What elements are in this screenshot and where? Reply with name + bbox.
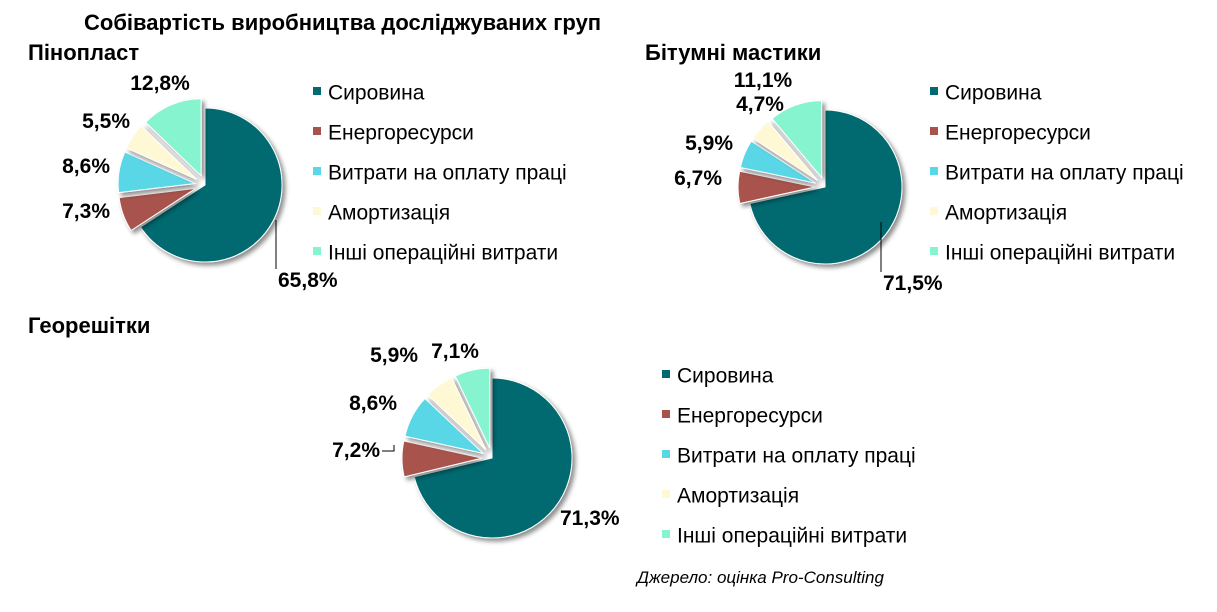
legend-swatch bbox=[313, 87, 321, 96]
data-label-labor: 8,6% bbox=[349, 392, 397, 415]
pie-slice-energy bbox=[401, 440, 483, 478]
data-label-other-expenses: 11,1% bbox=[734, 69, 793, 92]
data-label-amortization: 5,9% bbox=[370, 344, 418, 367]
legend-swatch bbox=[313, 127, 321, 136]
legend-item-labor: Витрати на оплату праці bbox=[930, 160, 1184, 186]
legend-label: Інші операційні витрати bbox=[328, 241, 559, 265]
legend-label: Енергоресурси bbox=[945, 121, 1091, 145]
legend-item-energy: Енергоресурси bbox=[930, 120, 1091, 146]
legend-item-labor: Витрати на оплату праці bbox=[313, 160, 567, 186]
legend-swatch bbox=[930, 127, 938, 136]
legend-swatch bbox=[930, 167, 938, 176]
legend-item-raw-materials: Сировина bbox=[662, 363, 773, 389]
legend-label: Сировина bbox=[945, 81, 1042, 105]
pie-slice-amortization bbox=[427, 377, 487, 451]
legend-label: Витрати на оплату праці bbox=[945, 161, 1184, 185]
legend-label: Сировина bbox=[328, 81, 425, 105]
pie-slice-amortization bbox=[125, 125, 198, 180]
legend-item-amortization: Амортизація bbox=[313, 200, 450, 226]
legend-swatch bbox=[930, 207, 938, 216]
legend-item-energy: Енергоресурси bbox=[313, 120, 474, 146]
legend-label: Амортизація bbox=[328, 201, 451, 225]
pie-slice-raw-materials bbox=[413, 377, 573, 539]
legend-label: Інші операційні витрати bbox=[945, 241, 1176, 265]
legend-item-labor: Витрати на оплату праці bbox=[662, 443, 916, 469]
data-label-raw-materials: 71,3% bbox=[560, 507, 620, 530]
data-label-other-expenses: 7,1% bbox=[431, 340, 479, 363]
pie-slice-labor bbox=[404, 397, 485, 455]
legend-swatch bbox=[930, 247, 938, 256]
legend-item-other-expenses: Інші операційні витрати bbox=[662, 523, 907, 549]
pie-slice-energy bbox=[118, 187, 196, 232]
legend-item-other-expenses: Інші операційні витрати bbox=[930, 240, 1175, 266]
legend-label: Витрати на оплату праці bbox=[328, 161, 567, 185]
pie-slice-raw-materials bbox=[139, 107, 283, 263]
legend-swatch bbox=[930, 87, 938, 96]
pie-slice-raw-materials bbox=[749, 109, 903, 265]
source-note: Джерело: оцінка Pro-Consulting bbox=[637, 568, 884, 587]
legend-item-raw-materials: Сировина bbox=[313, 80, 424, 106]
data-label-other-expenses: 12,8% bbox=[130, 72, 190, 95]
pie-slice-energy bbox=[737, 170, 816, 205]
legend-swatch bbox=[662, 370, 670, 379]
legend-label: Енергоресурси bbox=[677, 404, 823, 428]
pie-title-bitumen: Бітумні мастики bbox=[645, 40, 822, 65]
legend-swatch bbox=[662, 490, 670, 499]
data-label-energy: 7,3% bbox=[62, 200, 110, 223]
data-label-raw-materials: 65,8% bbox=[278, 269, 338, 292]
legend-swatch bbox=[313, 207, 321, 216]
legend-item-raw-materials: Сировина bbox=[930, 80, 1041, 106]
leader-line bbox=[382, 445, 395, 452]
legend-swatch bbox=[662, 410, 670, 419]
pie-slice-other-expenses bbox=[454, 367, 491, 449]
legend-swatch bbox=[662, 530, 670, 539]
legend-label: Сировина bbox=[677, 364, 774, 388]
pie-title-geogrids: Георешітки bbox=[28, 313, 151, 338]
legend-label: Витрати на оплату праці bbox=[677, 444, 916, 468]
legend-swatch bbox=[313, 167, 321, 176]
pie-slice-labor bbox=[117, 151, 197, 194]
pie-slice-amortization bbox=[752, 120, 818, 181]
chart-title: Собівартість виробництва досліджуваних г… bbox=[84, 10, 602, 35]
data-label-energy: 7,2% bbox=[332, 439, 380, 462]
legend-item-amortization: Амортизація bbox=[662, 483, 799, 509]
legend-swatch bbox=[313, 247, 321, 256]
pie-title-polystyrene: Пінопласт bbox=[28, 40, 140, 65]
data-label-amortization: 5,5% bbox=[82, 110, 130, 133]
pie-slice-other-expenses bbox=[144, 98, 202, 177]
data-label-amortization: 4,7% bbox=[736, 93, 784, 116]
legend-item-other-expenses: Інші операційні витрати bbox=[313, 240, 558, 266]
legend-item-amortization: Амортизація bbox=[930, 200, 1067, 226]
data-label-labor: 8,6% bbox=[62, 155, 110, 178]
legend-label: Амортизація bbox=[677, 484, 800, 508]
legend-swatch bbox=[662, 450, 670, 459]
legend-item-energy: Енергоресурси bbox=[662, 403, 823, 429]
legend-label: Амортизація bbox=[945, 201, 1068, 225]
legend-label: Інші операційні витрати bbox=[677, 524, 908, 548]
pie-slice-labor bbox=[739, 140, 817, 184]
pie-slice-other-expenses bbox=[771, 100, 823, 179]
data-label-raw-materials: 71,5% bbox=[883, 272, 943, 295]
data-label-labor: 5,9% bbox=[685, 132, 733, 155]
data-label-energy: 6,7% bbox=[674, 167, 722, 190]
legend-label: Енергоресурси bbox=[328, 121, 474, 145]
